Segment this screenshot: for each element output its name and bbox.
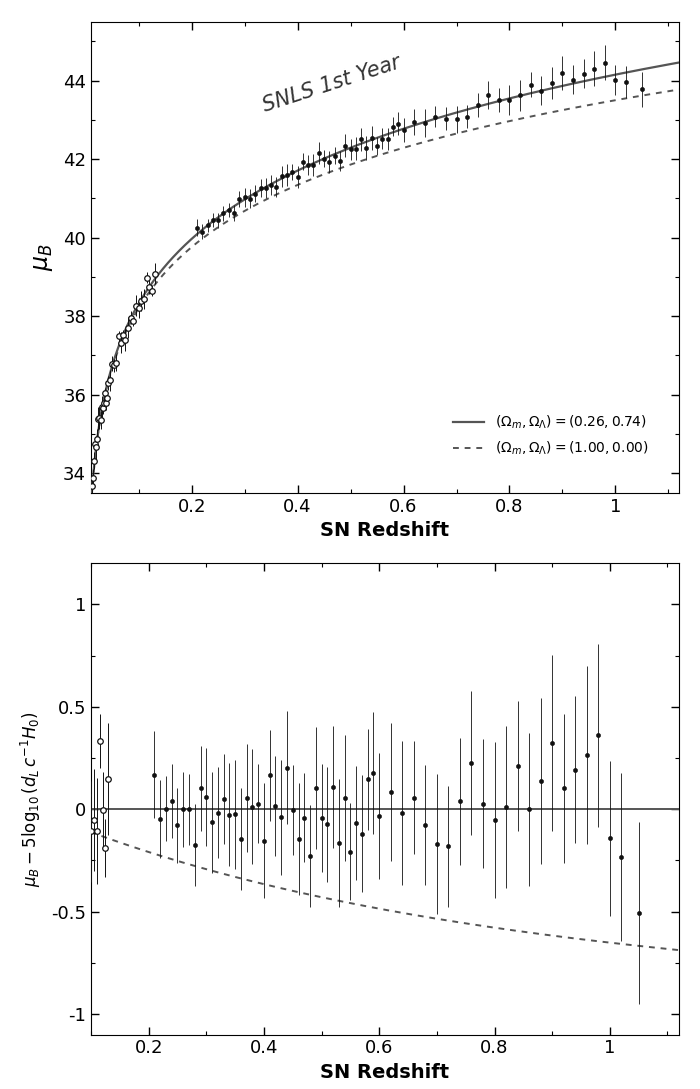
Y-axis label: $\mu_B - 5\log_{10}(d_L\,c^{-1}H_0)$: $\mu_B - 5\log_{10}(d_L\,c^{-1}H_0)$ [19, 711, 43, 886]
Legend: $(\Omega_m,\Omega_\Lambda){=}(0.26,0.74)$, $(\Omega_m,\Omega_\Lambda){=}(1.00,0.: $(\Omega_m,\Omega_\Lambda){=}(0.26,0.74)… [448, 408, 654, 463]
X-axis label: SN Redshift: SN Redshift [321, 1063, 449, 1082]
X-axis label: SN Redshift: SN Redshift [321, 522, 449, 540]
Y-axis label: $\mu_B$: $\mu_B$ [31, 244, 55, 271]
Text: SNLS 1st Year: SNLS 1st Year [260, 52, 404, 117]
